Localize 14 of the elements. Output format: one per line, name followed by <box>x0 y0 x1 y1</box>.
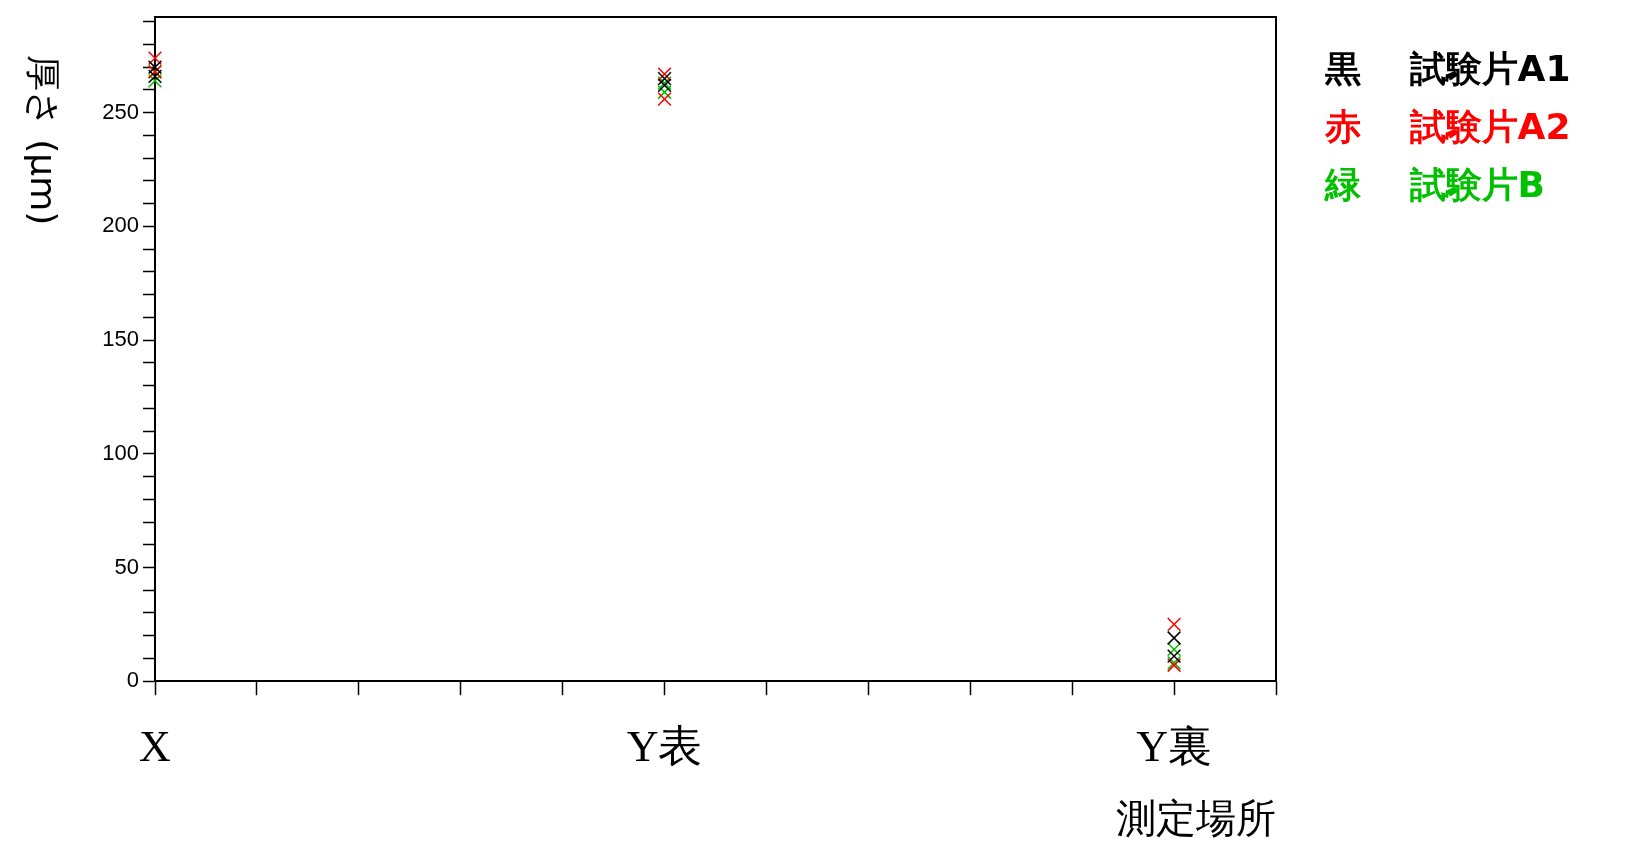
text: 赤 試験片A2 <box>1325 105 1571 149</box>
y-axis-title: 厚さ (μm) <box>22 54 64 226</box>
y-tick-label: 250 <box>102 98 139 124</box>
text: 緑 試験片B <box>1325 163 1546 207</box>
text: 黒 試験片A1 <box>1325 47 1571 91</box>
y-tick-label: 50 <box>114 553 139 579</box>
y-tick-label: 150 <box>102 326 139 352</box>
x-tick-label: Y表 <box>626 722 703 772</box>
x-axis-title: 測定場所 <box>1116 795 1276 842</box>
x-tick-label: X <box>139 722 171 772</box>
y-tick-label: 0 <box>126 667 139 693</box>
y-tick-label: 200 <box>102 212 139 238</box>
x-tick-label: Y裏 <box>1136 722 1212 772</box>
y-tick-label: 100 <box>102 439 139 465</box>
